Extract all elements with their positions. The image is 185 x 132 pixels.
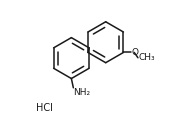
- Text: HCl: HCl: [36, 103, 53, 113]
- Text: O: O: [132, 48, 139, 57]
- Text: CH₃: CH₃: [138, 53, 155, 62]
- Text: NH₂: NH₂: [74, 88, 91, 97]
